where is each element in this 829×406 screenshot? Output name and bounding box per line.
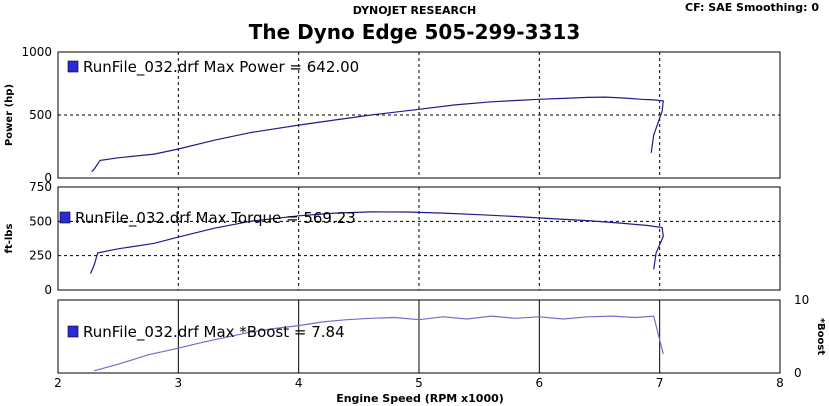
legend-swatch: [67, 325, 79, 338]
page-title: The Dyno Edge 505-299-3313: [248, 20, 581, 44]
y-tick-label: 1000: [21, 45, 52, 59]
series-line: [91, 96, 664, 173]
x-tick-label: 3: [175, 376, 183, 390]
legend-swatch: [59, 211, 71, 224]
y-tick-label: 0: [44, 283, 52, 297]
company-name: DYNOJET RESEARCH: [352, 4, 477, 17]
x-tick-label: 5: [415, 376, 423, 390]
x-tick-label: 8: [776, 376, 784, 390]
x-tick-label: 4: [295, 376, 303, 390]
y-axis-label: ft-lbs: [4, 224, 15, 254]
legend-label: RunFile_032.drf Max Power = 642.00: [83, 58, 359, 77]
y-tick-label: 10: [794, 293, 809, 307]
y-tick-label: 250: [29, 249, 52, 263]
y-axis-label: *Boost: [815, 318, 826, 356]
x-tick-label: 2: [54, 376, 62, 390]
y-tick-label: 500: [29, 214, 52, 228]
y-tick-label: 750: [29, 180, 52, 194]
settings-label: CF: SAE Smoothing: 0: [685, 1, 819, 14]
legend-label: RunFile_032.drf Max Torque = 569.23: [75, 209, 356, 228]
y-tick-label: 0: [794, 366, 802, 380]
x-axis-label: Engine Speed (RPM x1000): [336, 392, 504, 405]
y-tick-label: 500: [29, 108, 52, 122]
x-tick-label: 7: [656, 376, 664, 390]
series-line: [89, 211, 664, 274]
y-axis-label: Power (hp): [4, 84, 15, 146]
series-line: [93, 315, 664, 372]
x-tick-label: 6: [536, 376, 544, 390]
panel-frame: [57, 186, 781, 291]
legend-label: RunFile_032.drf Max *Boost = 7.84: [83, 323, 345, 342]
y-tick-label: 0: [44, 171, 52, 185]
legend-swatch: [67, 60, 79, 73]
